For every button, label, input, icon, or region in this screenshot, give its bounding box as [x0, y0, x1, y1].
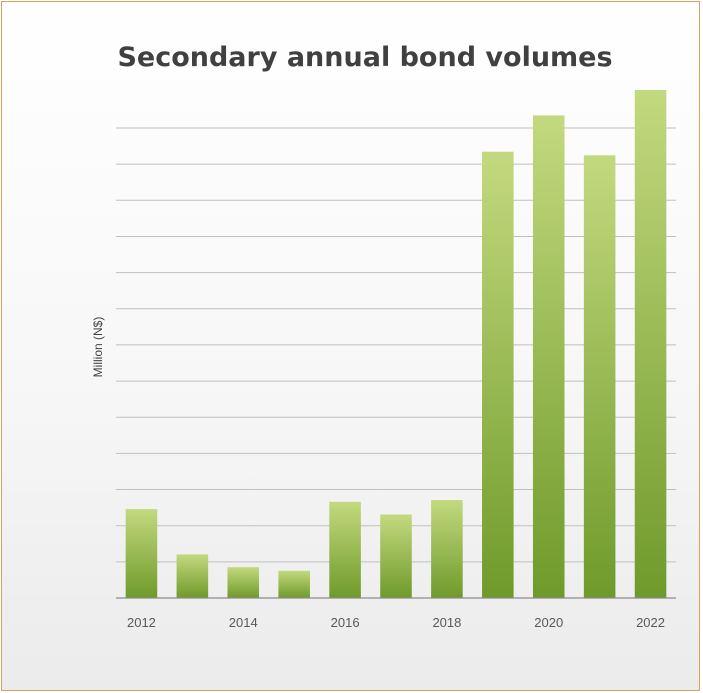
x-tick-label: 2016	[331, 615, 360, 630]
x-tick-label: 2018	[432, 615, 461, 630]
bar-2019	[482, 151, 514, 598]
bar-2016	[329, 501, 361, 598]
bar-2018	[431, 500, 463, 598]
x-tick-label: 2020	[534, 615, 563, 630]
bar-2022	[634, 90, 667, 598]
bar-2020	[532, 115, 565, 599]
x-tick-label: 2012	[127, 615, 156, 630]
y-axis-label: Million (N$)	[91, 317, 105, 378]
bar-2017	[380, 514, 412, 598]
x-tick-label: 2014	[229, 615, 258, 630]
chart-title: Secondary annual bond volumes	[117, 42, 612, 73]
x-tick-label: 2022	[636, 615, 665, 630]
bar-2021	[583, 155, 616, 599]
gridlines	[116, 127, 676, 563]
bar-2015	[278, 570, 310, 598]
bar-2012	[125, 509, 158, 598]
bars	[125, 90, 667, 599]
bar-2014	[227, 567, 260, 598]
bar-2013	[176, 554, 209, 598]
x-tick-labels: 2012 2014 2016 2018 2020 2022	[127, 615, 665, 630]
